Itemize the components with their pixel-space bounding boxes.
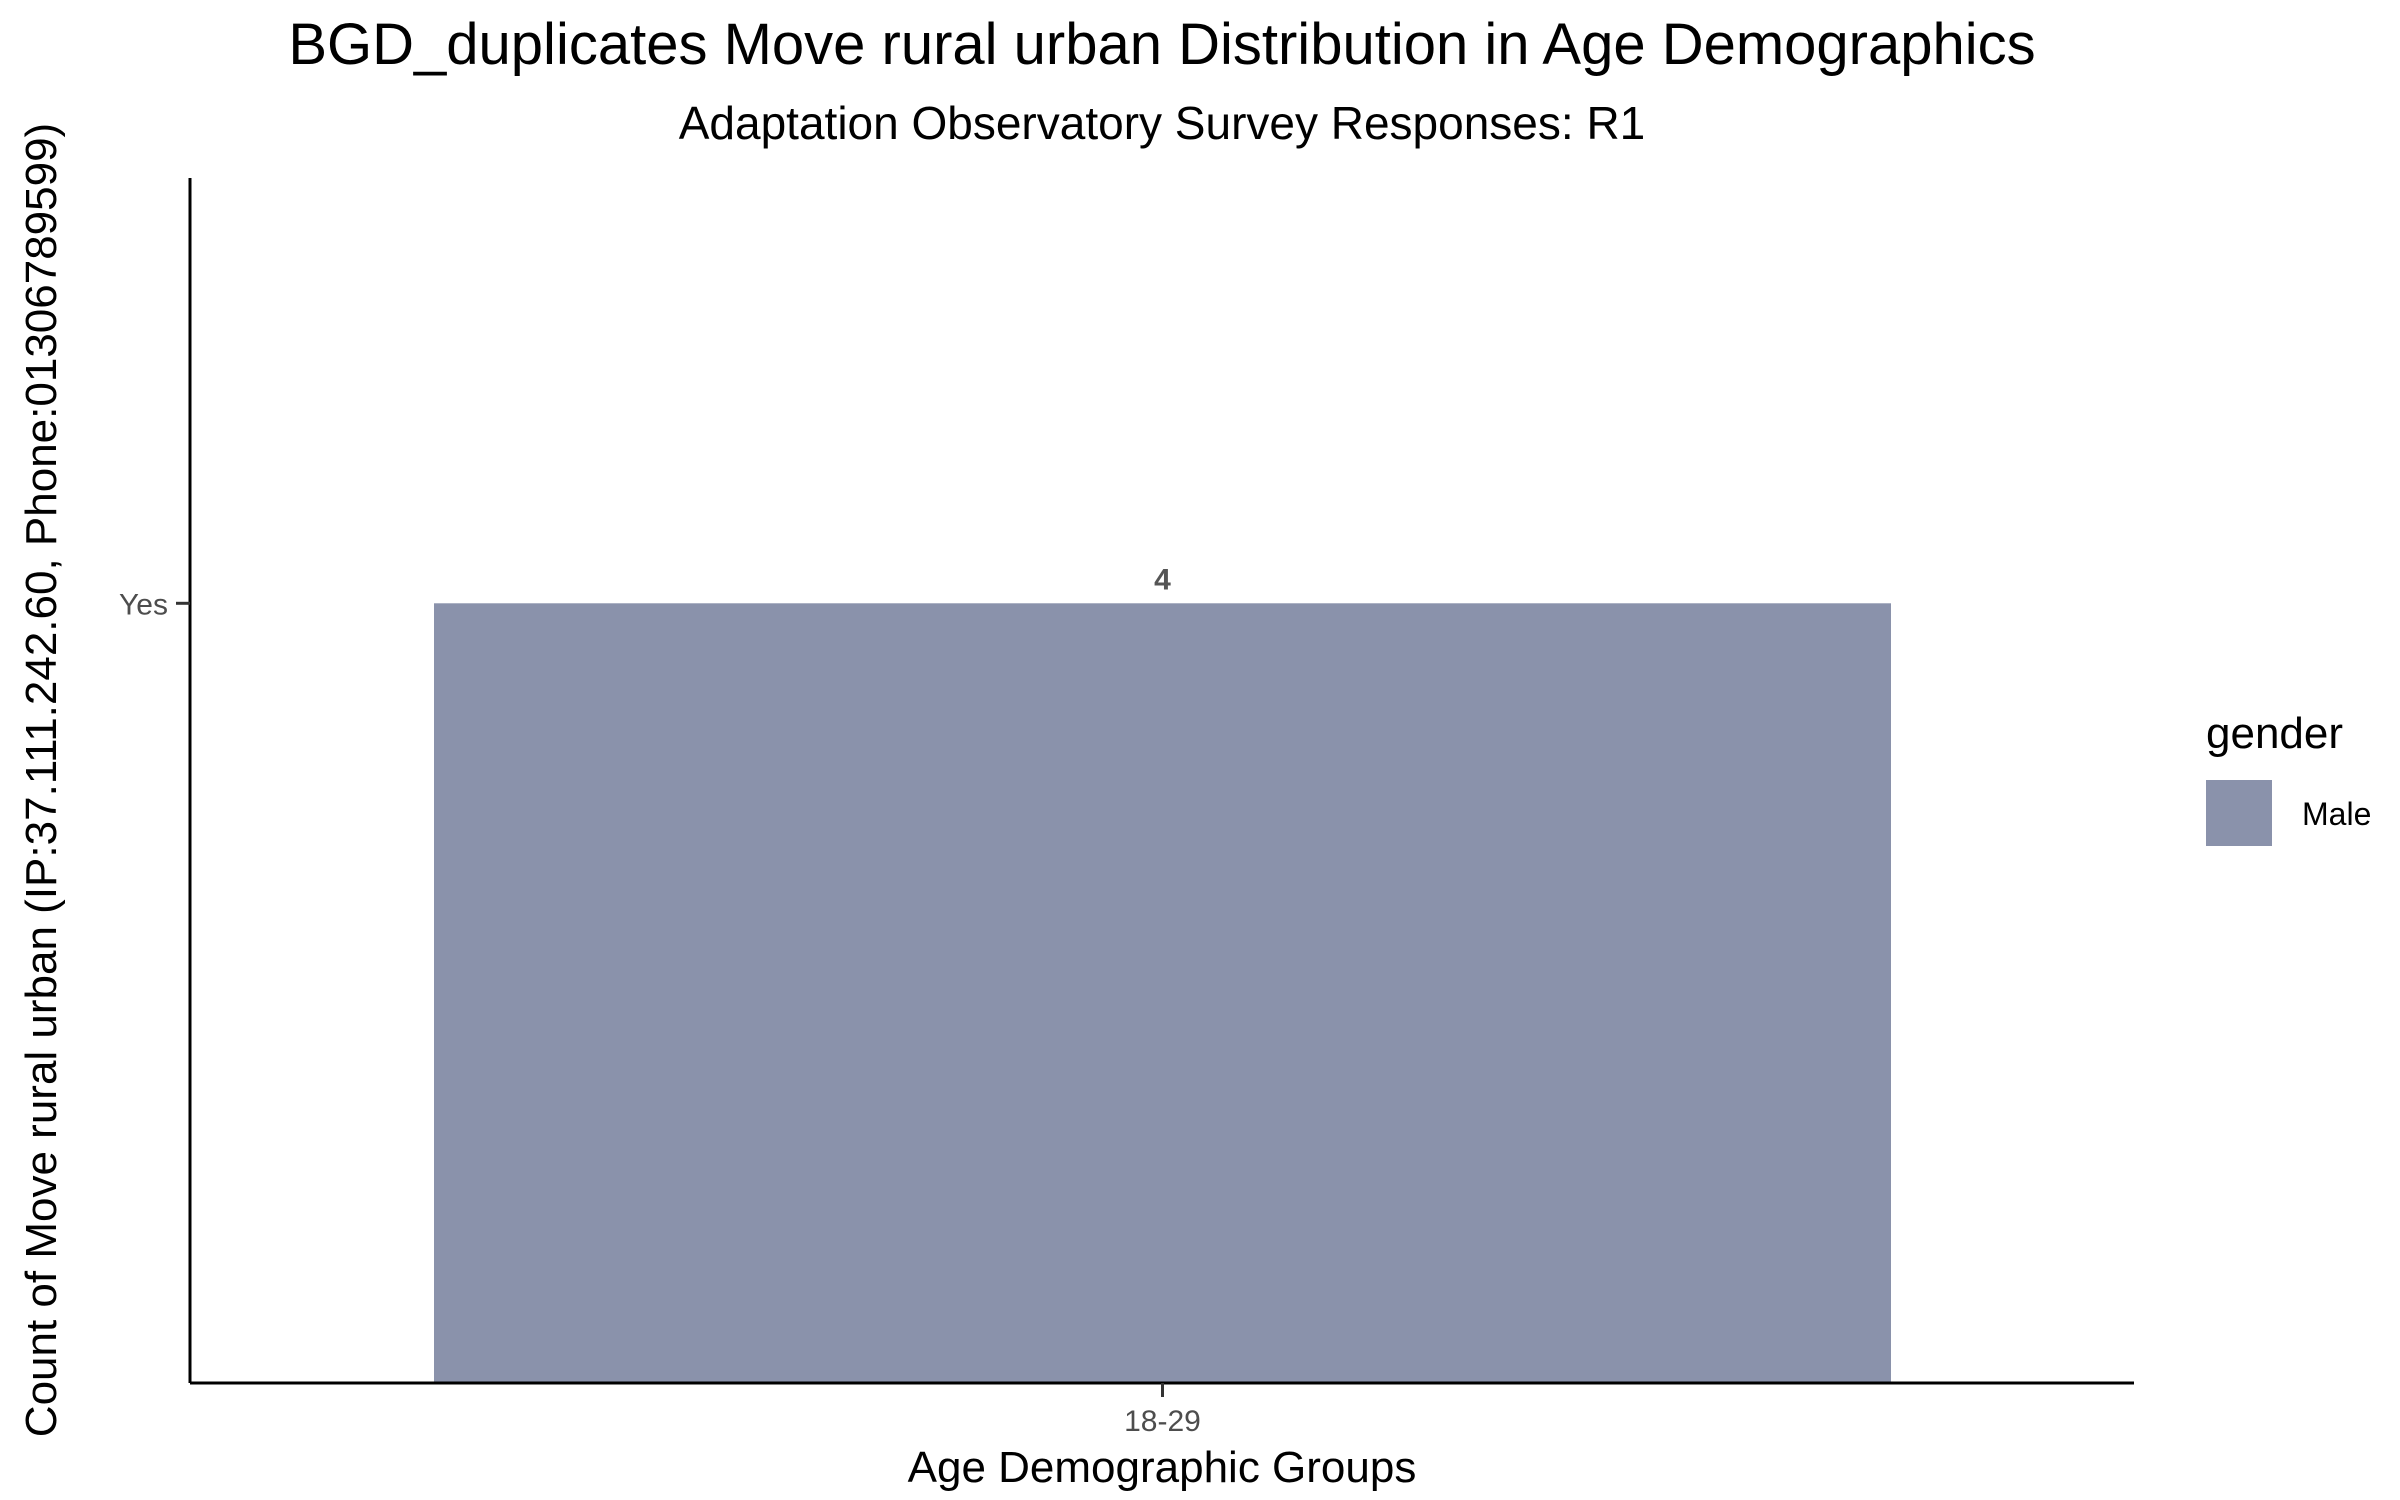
data-label: 4: [1154, 563, 1171, 596]
legend: gender Male: [2206, 709, 2371, 846]
plot-area: 4: [434, 563, 1891, 1383]
legend-items: Male: [2206, 780, 2371, 846]
chart-subtitle: Adaptation Observatory Survey Responses:…: [679, 97, 1646, 149]
x-tick-label: 18-29: [1124, 1405, 1201, 1438]
y-axis-title: Count of Move rural urban (IP:37.111.242…: [17, 123, 66, 1437]
y-tick-label: Yes: [119, 588, 168, 621]
axis-ticks: 18-29 Yes: [119, 588, 1201, 1438]
x-axis-title: Age Demographic Groups: [908, 1443, 1417, 1492]
bar-18-29: [434, 603, 1891, 1383]
legend-swatch: [2206, 780, 2272, 846]
chart-title: BGD_duplicates Move rural urban Distribu…: [288, 12, 2035, 77]
legend-title: gender: [2206, 709, 2343, 758]
legend-label: Male: [2302, 796, 2371, 832]
